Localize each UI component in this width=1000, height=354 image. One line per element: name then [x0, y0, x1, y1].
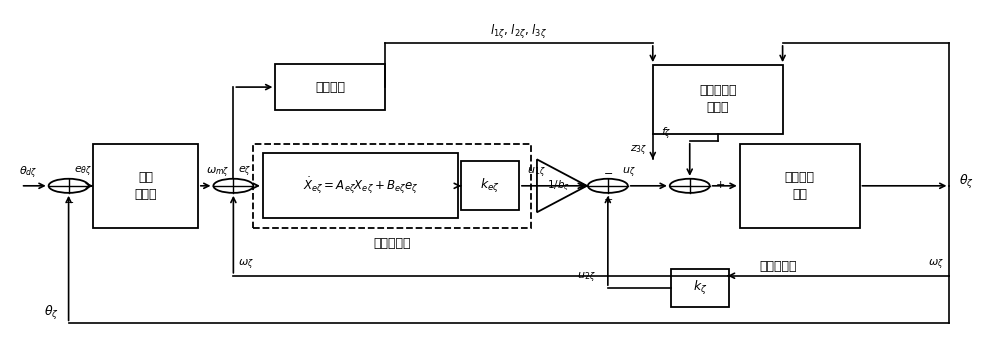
Text: $\omega_{\zeta}$: $\omega_{\zeta}$ [238, 258, 254, 272]
Bar [93, 143, 198, 228]
Bar [671, 269, 729, 308]
Bar [653, 65, 783, 134]
Text: 伺服补偿器: 伺服补偿器 [373, 238, 411, 251]
Text: $l_{1\zeta}$, $l_{2\zeta}$, $l_{3\zeta}$: $l_{1\zeta}$, $l_{2\zeta}$, $l_{3\zeta}$ [490, 23, 547, 41]
Text: $+$: $+$ [715, 178, 725, 189]
Text: $u_{1\zeta}$: $u_{1\zeta}$ [527, 165, 546, 179]
Text: 惯性稳定
平台: 惯性稳定 平台 [785, 171, 815, 201]
Text: $k_{\zeta}$: $k_{\zeta}$ [693, 279, 707, 297]
Text: $\theta_{\zeta}$: $\theta_{\zeta}$ [959, 173, 974, 191]
Bar [263, 153, 458, 218]
Text: 自适应律: 自适应律 [315, 81, 345, 93]
Circle shape [49, 179, 89, 193]
Bar [461, 161, 519, 211]
Text: $+$: $+$ [603, 194, 613, 205]
Text: $\omega_{\zeta}$: $\omega_{\zeta}$ [928, 258, 944, 272]
Text: 反馈
控制器: 反馈 控制器 [134, 171, 157, 201]
Polygon shape [537, 159, 587, 212]
Bar [253, 143, 531, 228]
Text: $-$: $-$ [64, 196, 74, 206]
Text: $\omega_{m\zeta}$: $\omega_{m\zeta}$ [206, 165, 229, 179]
Circle shape [213, 179, 253, 193]
Circle shape [670, 179, 710, 193]
Circle shape [588, 179, 628, 193]
Text: $e_{\zeta}$: $e_{\zeta}$ [238, 165, 252, 179]
Bar [740, 143, 860, 228]
Text: $1/b_{\zeta}$: $1/b_{\zeta}$ [547, 179, 570, 193]
Text: $\theta_{d\zeta}$: $\theta_{d\zeta}$ [19, 164, 37, 181]
Text: 自适应状态
观测器: 自适应状态 观测器 [699, 84, 736, 114]
Text: $k_{e\zeta}$: $k_{e\zeta}$ [480, 177, 500, 195]
Bar [275, 64, 385, 110]
Text: $u_{\zeta}$: $u_{\zeta}$ [622, 165, 635, 179]
Text: $u_{2\zeta}$: $u_{2\zeta}$ [577, 271, 596, 285]
Text: $z_{3\zeta}$: $z_{3\zeta}$ [630, 143, 648, 158]
Text: $f_{\zeta}$: $f_{\zeta}$ [661, 126, 672, 142]
Text: $e_{\theta\zeta}$: $e_{\theta\zeta}$ [74, 165, 92, 179]
Text: $\dot{X}_{e\zeta}=A_{e\zeta}X_{e\zeta}+B_{e\zeta}e_{\zeta}$: $\dot{X}_{e\zeta}=A_{e\zeta}X_{e\zeta}+B… [303, 176, 418, 196]
Text: 稳定补偿器: 稳定补偿器 [760, 261, 797, 273]
Text: $-$: $-$ [603, 167, 613, 177]
Text: $\theta_{\zeta}$: $\theta_{\zeta}$ [44, 304, 59, 322]
